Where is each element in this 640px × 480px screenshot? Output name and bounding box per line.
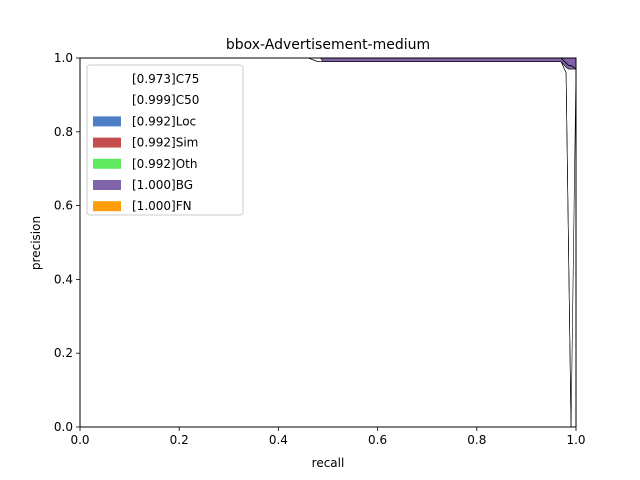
x-tick-label: 0.4: [269, 433, 288, 447]
x-tick-label: 0.6: [368, 433, 387, 447]
chart-title: bbox-Advertisement-medium: [226, 37, 430, 53]
legend-swatch: [93, 180, 121, 190]
x-tick-label: 0.8: [467, 433, 486, 447]
legend-swatch: [93, 95, 121, 105]
y-tick-label: 0.2: [54, 346, 73, 360]
y-tick-label: 0.8: [54, 125, 73, 139]
legend-label: [1.000]FN: [132, 199, 192, 213]
legend-label: [0.973]C75: [132, 72, 199, 86]
y-tick-label: 0.6: [54, 199, 73, 213]
legend-label: [0.992]Sim: [132, 136, 198, 150]
legend-swatch: [93, 159, 121, 169]
legend-label: [1.000]BG: [132, 178, 193, 192]
legend-swatch: [93, 138, 121, 148]
x-tick-label: 0.2: [170, 433, 189, 447]
y-tick-label: 0.0: [54, 420, 73, 434]
legend-label: [0.999]C50: [132, 93, 199, 107]
legend-swatch: [93, 74, 121, 84]
x-tick-label: 0.0: [70, 433, 89, 447]
legend-label: [0.992]Oth: [132, 157, 197, 171]
legend-swatch: [93, 116, 121, 126]
y-tick-label: 1.0: [54, 51, 73, 65]
legend: [0.973]C75 [0.999]C50 [0.992]Loc [0.992]Sim…: [87, 65, 243, 215]
y-axis-label: precision: [29, 216, 43, 270]
legend-label: [0.992]Loc: [132, 114, 196, 128]
x-tick-label: 1.0: [566, 433, 585, 447]
y-tick-label: 0.4: [54, 272, 73, 286]
x-axis-label: recall: [312, 456, 345, 470]
legend-swatch: [93, 201, 121, 211]
